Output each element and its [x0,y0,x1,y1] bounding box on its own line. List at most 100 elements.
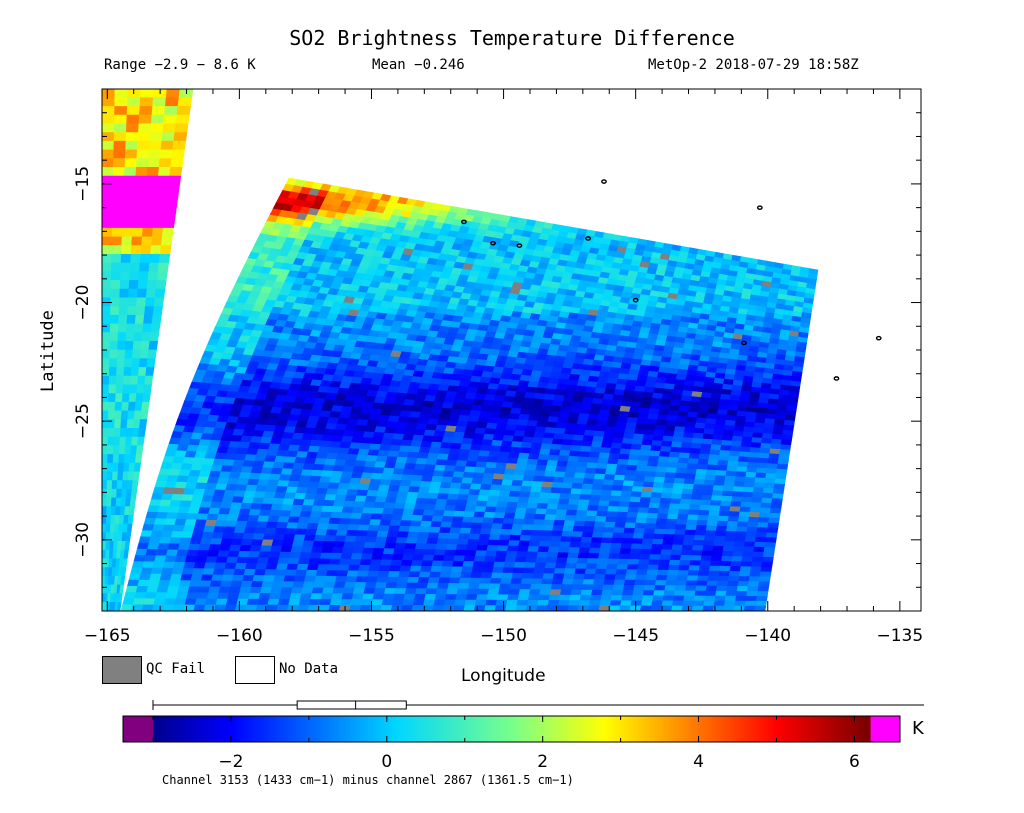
swath-cell [755,600,767,607]
swath-cell [758,517,770,524]
swath-cell [476,594,489,601]
swath-cell [456,420,469,428]
swath-cell [329,476,342,484]
swath-cell [756,467,768,474]
swath-cell [687,570,700,577]
swath-cell [152,306,163,316]
swath-cell [135,306,146,316]
swath-cell [132,340,143,351]
swath-cell [459,443,473,451]
swath-cell [745,531,758,538]
swath-cell [729,566,742,572]
swath-cell [604,521,617,528]
swath-cell [630,600,643,607]
swath-cell [651,600,664,607]
swath-cell [633,527,646,535]
swath-cell [736,585,749,592]
swath-cell [654,580,667,586]
swath-cell [615,516,628,524]
swath-cell [284,528,298,536]
swath-cell [702,545,714,552]
swath-cell [210,538,223,546]
swath-cell [765,473,777,480]
swath-cell [108,410,116,420]
swath-cell [403,548,416,556]
swath-cell [109,332,119,342]
swath-cell [589,446,602,454]
swath-cell [283,575,296,583]
swath-cell [524,425,537,433]
swath-cell [562,433,575,441]
swath-cell [279,593,292,600]
swath-cell [525,556,538,564]
swath-cell [142,219,155,229]
swath-cell [534,562,547,569]
swath-cell [137,427,146,438]
swath-cell [270,587,283,594]
swath-cell [478,450,491,458]
swath-cell [394,588,407,595]
swath-cell [631,438,644,446]
swath-cell [690,555,703,562]
swath-cell [700,555,713,562]
swath-cell [597,457,610,465]
swath-cell [578,600,591,607]
swath-cell [132,471,140,481]
swath-cell [593,521,606,528]
swath-cell [349,604,362,611]
swath-cell [164,97,180,107]
swath-cell [380,438,394,446]
swath-cell [540,583,553,591]
swath-cell [309,511,323,519]
swath-cell [150,123,164,133]
swath-cell [322,587,335,595]
swath-cell [205,556,218,564]
swath-cell [682,483,695,490]
swath-cell [239,586,252,594]
swath-cell [554,514,567,521]
swath-cell [386,576,399,584]
swath-cell [687,514,699,521]
swath-cell [526,502,539,510]
swath-cell [284,492,297,500]
swath-cell [306,564,320,571]
swath-cell [553,433,565,440]
swath-cell [305,487,319,495]
swath-cell [449,482,462,490]
swath-cell [364,495,378,503]
swath-cell [641,486,654,493]
swath-cell [102,280,112,290]
swath-cell [360,472,374,480]
swath-cell [747,521,759,528]
swath-cell [381,599,394,606]
swath-cell [634,522,647,529]
swath-cell [705,469,718,476]
swath-cell [493,468,507,475]
swath-cell [145,549,159,557]
swath-cell [751,497,763,504]
swath-cell [328,517,341,525]
swath-cell [359,559,372,566]
swath-cell [487,588,500,596]
swath-cell [752,551,765,558]
swath-cell [762,551,775,558]
swath-cell [592,584,605,591]
swath-cell [667,564,680,571]
swath-cell [716,465,728,472]
swath-cell [711,490,724,497]
swath-cell [264,569,277,577]
swath-cell [263,491,277,499]
swath-cell [293,534,306,542]
swath-cell [398,445,412,453]
swath-cell [595,563,608,570]
swath-cell [149,254,161,264]
swath-cell [145,367,155,377]
swath-cell [281,539,295,547]
swath-cell [367,570,380,578]
swath-cell [719,565,732,572]
swath-cell [134,323,144,333]
swath-cell [583,472,596,480]
swath-cell [398,571,411,578]
swath-cell [362,466,375,474]
swath-cell [402,554,415,561]
